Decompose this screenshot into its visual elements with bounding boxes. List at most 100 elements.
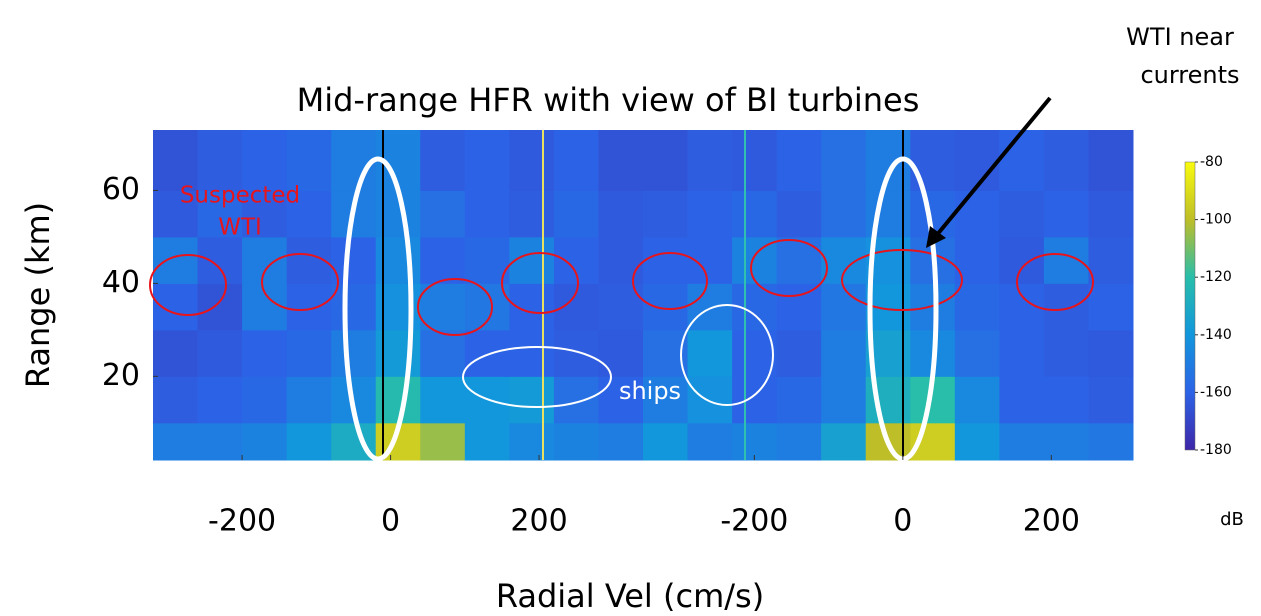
heat-cell xyxy=(509,236,555,284)
x-tick-label: 0 xyxy=(893,504,912,539)
annotation: WTI near xyxy=(1126,23,1234,51)
arrow-line xyxy=(934,96,1052,238)
heat-cell xyxy=(598,422,644,461)
colorbar-tick-label: -180 xyxy=(1200,442,1232,458)
x-tick-label: 200 xyxy=(510,504,567,539)
heat-cell xyxy=(509,422,555,461)
heat-cell xyxy=(420,422,466,461)
colorbar xyxy=(1184,161,1196,451)
heat-cell xyxy=(1088,236,1134,284)
heat-cell xyxy=(331,236,377,284)
heat-cell xyxy=(910,130,956,191)
colorbar-tick-label: -140 xyxy=(1200,327,1232,343)
heat-cell xyxy=(197,236,243,284)
heat-cell xyxy=(509,376,555,424)
heat-cell xyxy=(197,283,243,331)
y-tick-label: 60 xyxy=(102,172,140,207)
heat-cell xyxy=(821,283,867,331)
heat-cell xyxy=(553,329,599,377)
heat-cell xyxy=(732,376,778,424)
heat-cell xyxy=(509,190,555,238)
ellipse xyxy=(841,249,963,311)
heat-cell xyxy=(1043,422,1089,461)
heat-cell xyxy=(197,329,243,377)
heat-cell xyxy=(1088,422,1134,461)
chart-title: Mid-range HFR with view of BI turbines xyxy=(297,81,920,119)
heat-cell xyxy=(1088,329,1134,377)
annotation: Suspected xyxy=(180,183,300,209)
heat-cell xyxy=(687,422,733,461)
wti-ellipses xyxy=(149,239,1094,336)
heat-cell xyxy=(242,376,288,424)
ellipse xyxy=(632,252,708,310)
ellipse xyxy=(417,278,493,336)
heat-cell xyxy=(464,329,510,377)
ellipse xyxy=(750,239,828,297)
heat-cell xyxy=(242,329,288,377)
ellipse xyxy=(680,304,774,406)
heat-cell xyxy=(776,283,822,331)
heat-cell xyxy=(687,283,733,331)
heat-cell xyxy=(954,376,1000,424)
heat-cell xyxy=(331,283,377,331)
arrow-head xyxy=(926,226,946,248)
heat-cell xyxy=(509,130,555,191)
heat-cell xyxy=(331,329,377,377)
heat-cell xyxy=(776,236,822,284)
heat-cell xyxy=(420,376,466,424)
heat-cell xyxy=(153,190,199,238)
heat-cell xyxy=(197,376,243,424)
heat-cell xyxy=(553,422,599,461)
heat-cell xyxy=(999,376,1045,424)
colorbar-tick-label: -80 xyxy=(1200,154,1223,170)
heat-cell xyxy=(821,130,867,191)
heat-cell xyxy=(598,130,644,191)
heat-cell xyxy=(999,329,1045,377)
heat-cell xyxy=(643,130,689,191)
x-tick-label: -200 xyxy=(208,504,276,539)
heat-cell xyxy=(776,376,822,424)
colorbar-tick-label: -160 xyxy=(1200,384,1232,400)
heat-cell xyxy=(1088,130,1134,191)
heat-cell xyxy=(687,376,733,424)
ellipse xyxy=(261,253,339,311)
heat-cell xyxy=(776,130,822,191)
heat-cell xyxy=(331,130,377,191)
heat-cell xyxy=(1043,376,1089,424)
heat-cell xyxy=(242,130,288,191)
heat-cell xyxy=(687,329,733,377)
heat-cell xyxy=(509,329,555,377)
heat-cell xyxy=(286,376,332,424)
heat-cell xyxy=(821,376,867,424)
heat-cell xyxy=(286,130,332,191)
heat-cell xyxy=(153,376,199,424)
heat-cell xyxy=(643,283,689,331)
heat-cell xyxy=(821,329,867,377)
heat-cell xyxy=(420,283,466,331)
heat-cell xyxy=(420,190,466,238)
heat-cell xyxy=(643,376,689,424)
heat-cell xyxy=(1088,376,1134,424)
heat-cell xyxy=(598,329,644,377)
heat-cell xyxy=(999,236,1045,284)
ellipse xyxy=(501,252,579,314)
heat-cell xyxy=(1043,190,1089,238)
heat-cell xyxy=(286,283,332,331)
heat-cell xyxy=(553,376,599,424)
heat-cell xyxy=(598,376,644,424)
heat-cell xyxy=(242,422,288,461)
x-axis-label: Radial Vel (cm/s) xyxy=(496,577,764,615)
heat-cell xyxy=(776,190,822,238)
heat-cell xyxy=(732,190,778,238)
heat-cell xyxy=(821,190,867,238)
heat-cell xyxy=(197,130,243,191)
heat-cell xyxy=(553,190,599,238)
heat-cell xyxy=(821,422,867,461)
heat-cell xyxy=(954,422,1000,461)
heat-cell xyxy=(999,190,1045,238)
heat-cell xyxy=(242,236,288,284)
heat-cell xyxy=(153,329,199,377)
heat-cell xyxy=(999,422,1045,461)
heat-cell xyxy=(1043,130,1089,191)
